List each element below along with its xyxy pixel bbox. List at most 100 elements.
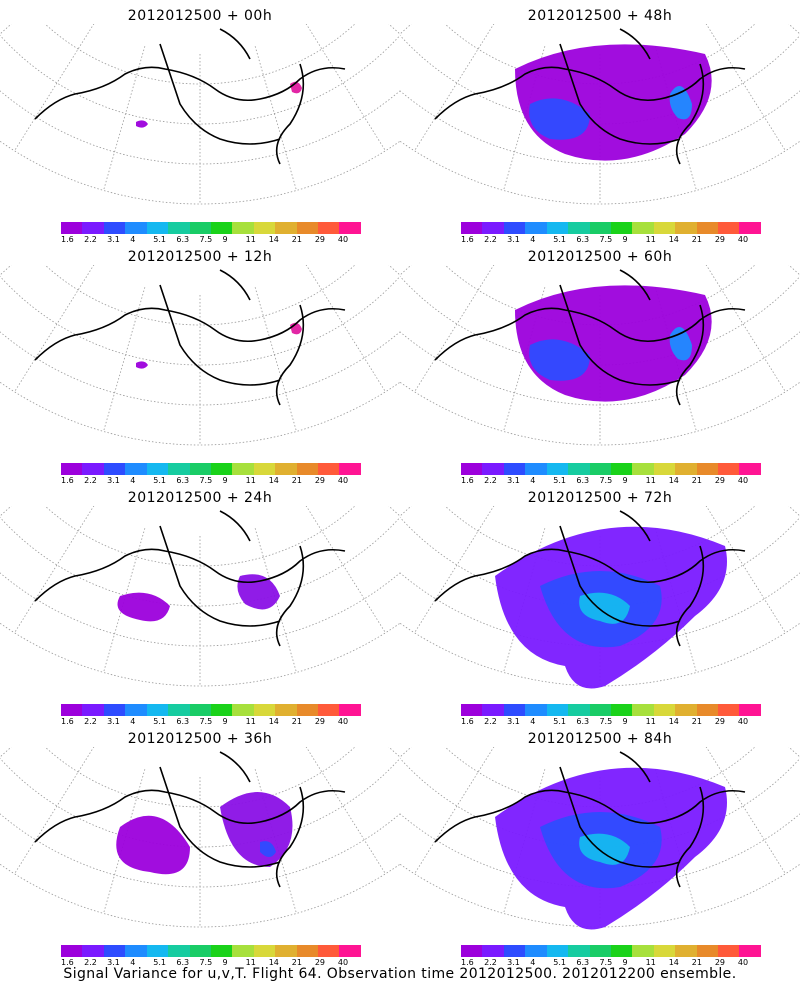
colorbar-swatch [125, 463, 147, 475]
colorbar-swatch [653, 463, 676, 475]
panel-title: 2012012500 + 00h [127, 8, 273, 24]
colorbar-swatch [318, 222, 340, 234]
latitude-circle [400, 863, 800, 928]
latitude-circle [400, 622, 800, 687]
colorbar-tick-label: 2.2 [484, 235, 497, 244]
colorbar-swatch [82, 463, 104, 475]
colorbar-tick-label: 7.5 [599, 235, 613, 244]
colorbar [61, 463, 361, 475]
latitude-circle [0, 331, 400, 406]
colorbar-tick-label: 3.1 [107, 717, 120, 726]
colorbar-swatch [103, 463, 126, 475]
colorbar-swatch [275, 945, 297, 957]
colorbar-swatch [210, 222, 233, 234]
colorbar-tick-label: 2.2 [484, 958, 497, 967]
map-panel-48h: 2012012500 + 48h 1.6 2.2 3.1 4 5.1 6.3 7.5 9 11 14… [400, 0, 800, 244]
colorbar-tick-label: 5.1 [153, 717, 167, 726]
colorbar-swatch [675, 463, 697, 475]
colorbar [61, 945, 361, 957]
colorbar-swatch [318, 463, 340, 475]
colorbar-swatch [610, 945, 633, 957]
map-panel-36h: 2012012500 + 36h 1.6 2.2 3.1 4 5.1 6.3 7.5 9 11 14… [0, 723, 400, 967]
colorbar-tick-label: 4 [130, 717, 136, 726]
colorbar-swatch [146, 463, 169, 475]
colorbar [461, 222, 761, 234]
colorbar-swatch [461, 463, 483, 475]
colorbar-swatch [253, 945, 276, 957]
colorbar-swatch [568, 945, 590, 957]
meridian-line [705, 24, 786, 152]
meridian-line [400, 747, 412, 758]
colorbar-tick-label: 7.5 [199, 235, 213, 244]
colorbar-swatch [339, 222, 361, 234]
coastline [434, 269, 746, 406]
colorbar-swatch [339, 945, 361, 957]
meridian-line [414, 747, 495, 875]
colorbar-tick-label: 14 [268, 235, 279, 244]
variance-shading [116, 815, 190, 875]
colorbar-swatch [275, 463, 297, 475]
colorbar-swatch [610, 463, 633, 475]
colorbar-swatch [589, 704, 611, 716]
meridian-line [414, 506, 495, 634]
meridian-line [388, 747, 400, 758]
colorbar-tick-label: 5.1 [153, 476, 167, 485]
coastline [34, 269, 346, 406]
latitude-circle [400, 90, 800, 165]
colorbar-swatch [632, 704, 654, 716]
colorbar-swatch [82, 704, 104, 716]
colorbar-swatch [61, 945, 83, 957]
colorbar-swatch [82, 945, 104, 957]
colorbar-tick-label: 11 [245, 235, 256, 244]
meridian-line [788, 747, 800, 758]
colorbar-tick-label: 29 [314, 717, 326, 726]
colorbar-swatch [546, 945, 569, 957]
colorbar-swatch [610, 222, 633, 234]
polar-map [0, 24, 400, 205]
colorbar-swatch [253, 704, 276, 716]
colorbar-tick-label: 29 [314, 958, 326, 967]
meridian-line [388, 265, 400, 276]
meridian-line [14, 506, 95, 634]
colorbar-swatch [568, 704, 590, 716]
latitude-circle [0, 572, 400, 647]
coastline [434, 510, 746, 647]
meridian-line [254, 287, 297, 432]
variance-shading [579, 592, 630, 624]
colorbar-tick-label: 40 [337, 717, 349, 726]
colorbar-swatch [632, 222, 654, 234]
colorbar-tick-label: 29 [714, 235, 726, 244]
variance-shading [136, 361, 148, 369]
colorbar-swatch [103, 945, 126, 957]
colorbar-tick-label: 29 [714, 958, 726, 967]
meridian-line [14, 24, 95, 152]
colorbar [461, 945, 761, 957]
colorbar-tick-label: 3.1 [507, 476, 520, 485]
latitude-circle [0, 516, 400, 607]
colorbar-tick-label: 4 [530, 717, 536, 726]
colorbar-tick-label: 7.5 [199, 958, 213, 967]
colorbar-tick-label: 21 [691, 717, 702, 726]
colorbar-tick-label: 11 [245, 476, 256, 485]
colorbar-swatch [503, 704, 526, 716]
colorbar-swatch [461, 222, 483, 234]
colorbar [61, 222, 361, 234]
colorbar-swatch [318, 945, 340, 957]
latitude-circle [44, 265, 356, 326]
polar-map [0, 506, 400, 687]
colorbar-tick-label: 6.3 [576, 717, 590, 726]
colorbar-swatch [482, 704, 504, 716]
colorbar-tick-label: 4 [530, 476, 536, 485]
colorbar-tick-label: 21 [291, 958, 302, 967]
colorbar-swatch [589, 222, 611, 234]
colorbar-swatch [482, 463, 504, 475]
meridian-line [414, 265, 495, 393]
polar-map [0, 265, 400, 446]
colorbar-swatch [653, 945, 676, 957]
variance-shading [136, 120, 148, 128]
meridian-line [14, 265, 95, 393]
meridian-line [705, 265, 786, 393]
colorbar-tick-label: 2.2 [84, 476, 97, 485]
colorbar-tick-label: 14 [268, 476, 279, 485]
coastline [34, 28, 346, 165]
